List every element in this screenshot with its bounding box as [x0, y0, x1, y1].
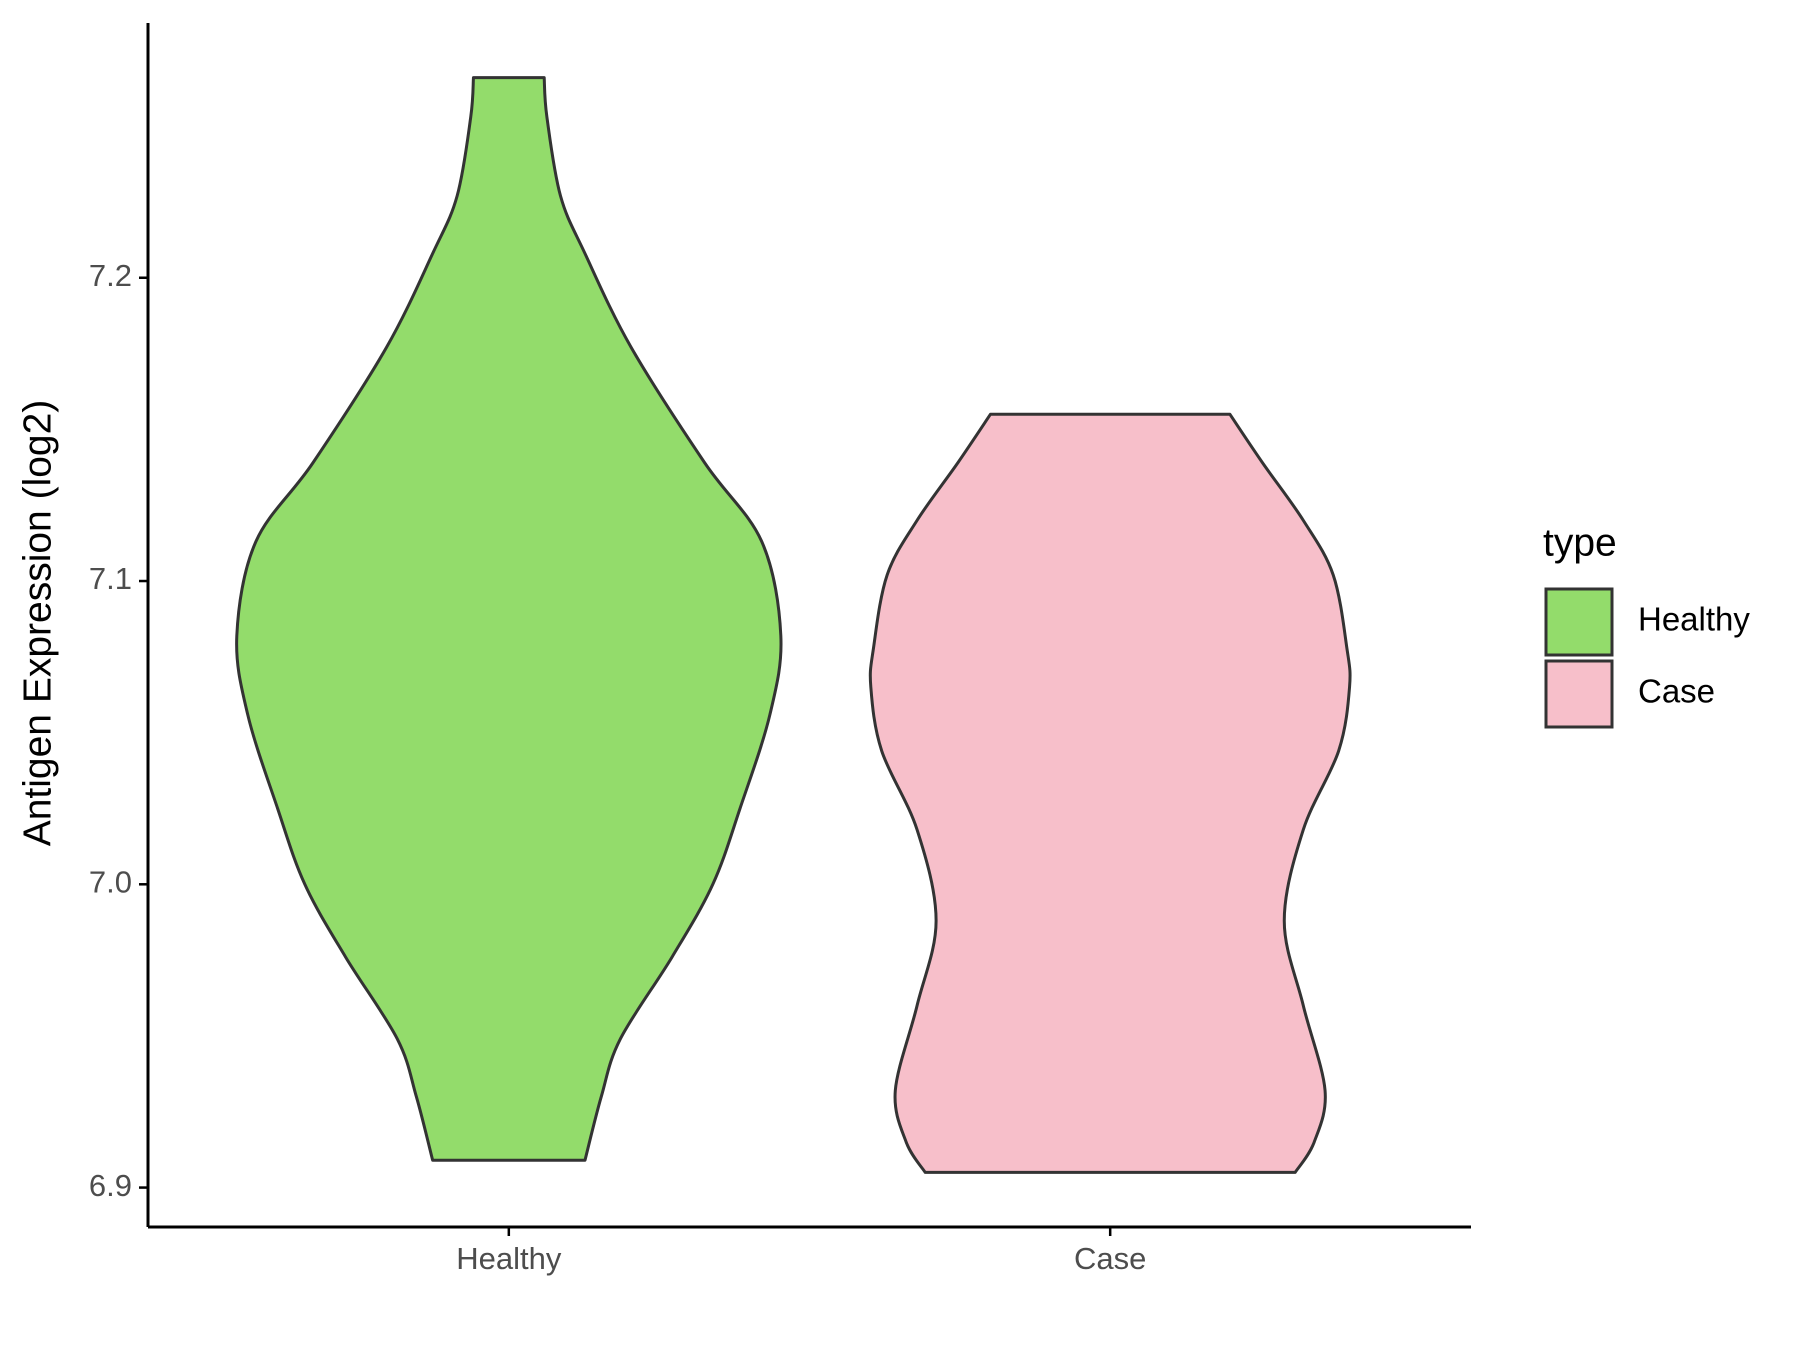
legend-title: type: [1543, 521, 1617, 564]
legend-key: [1544, 659, 1614, 729]
y-axis-title: Antigen Expression (log2): [16, 400, 59, 847]
legend-label: Case: [1638, 673, 1715, 710]
violin: [868, 412, 1352, 1174]
y-tick-label: 7.2: [89, 258, 132, 293]
x-tick-label: Healthy: [456, 1241, 562, 1276]
legend-label: Healthy: [1638, 601, 1750, 638]
x-tick-label: Case: [1074, 1241, 1146, 1276]
y-tick-label: 6.9: [89, 1168, 132, 1203]
y-tick-label: 7.0: [89, 864, 132, 899]
y-tick-label: 7.1: [89, 561, 132, 596]
violin: [235, 76, 783, 1162]
legend-key: [1544, 587, 1614, 657]
